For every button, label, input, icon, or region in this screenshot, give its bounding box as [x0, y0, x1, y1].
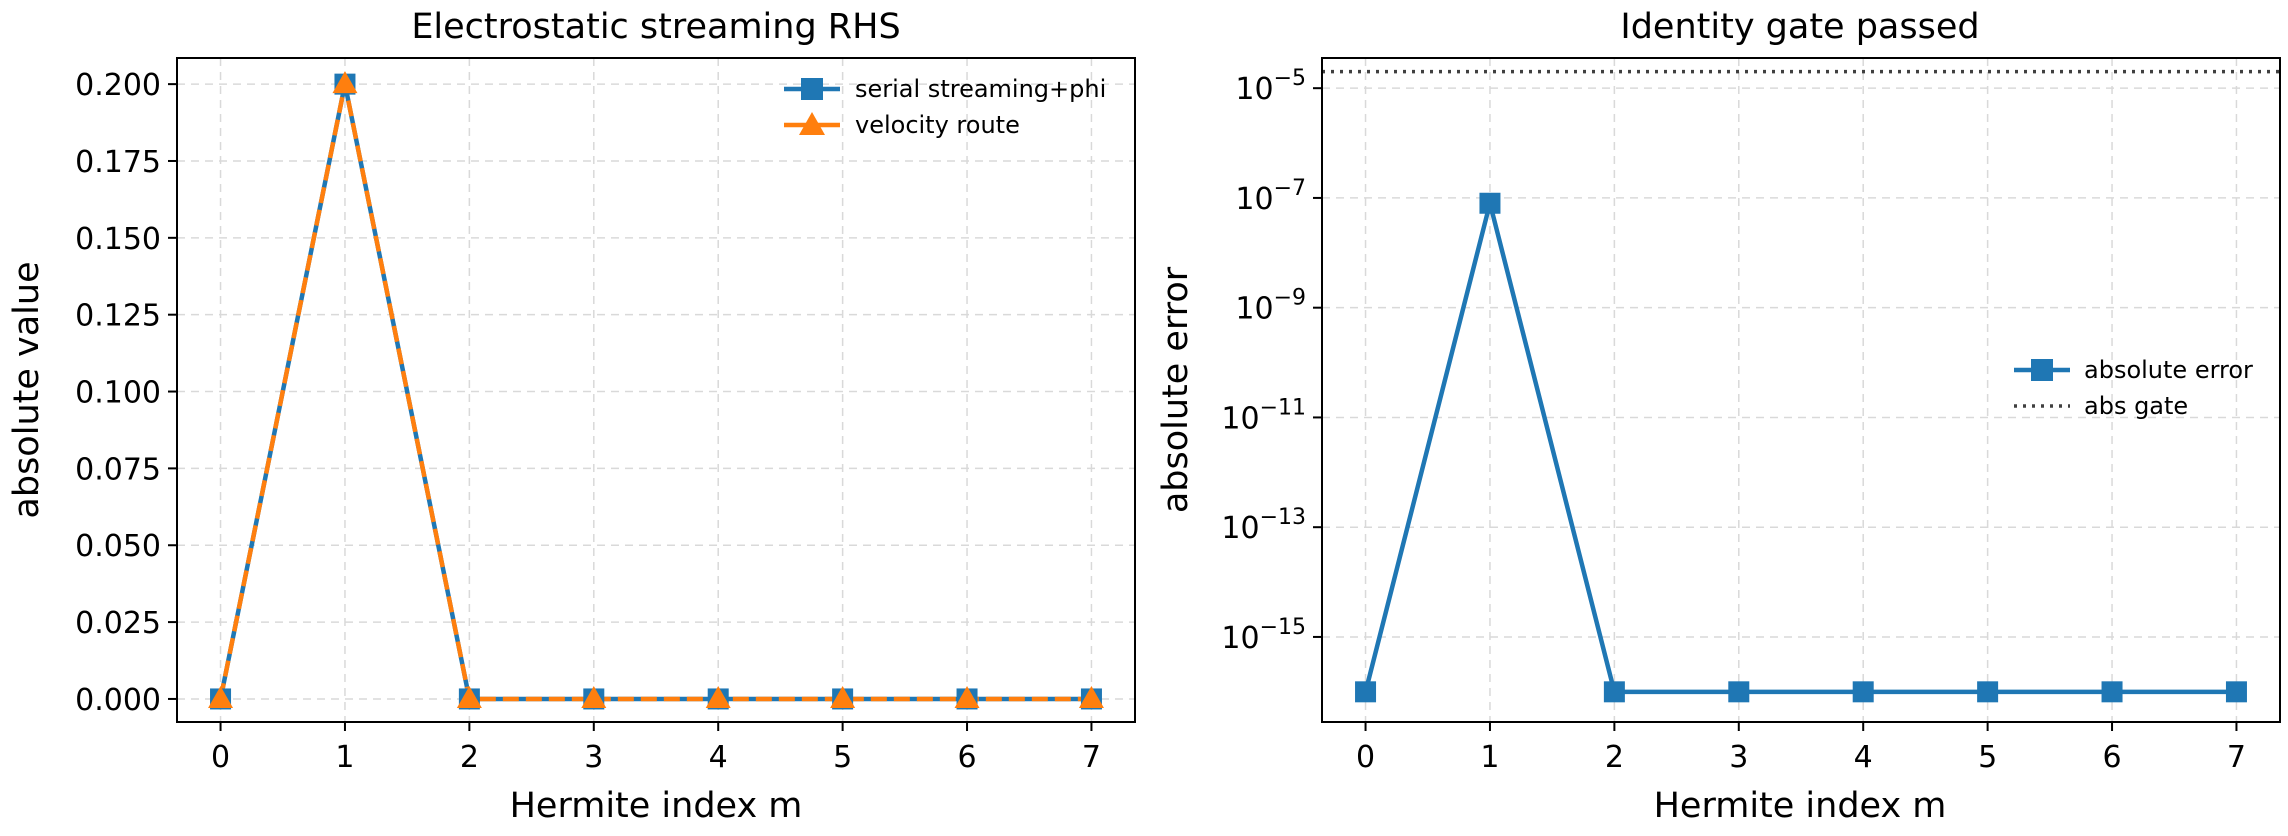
right-chart-x-label: Hermite index m	[1654, 786, 1947, 826]
legend-marker-absolute-error	[2031, 359, 2053, 381]
data-point	[581, 685, 607, 708]
x-tick-label: 3	[1729, 740, 1748, 775]
left-chart-legend: serial streaming+phi velocity route	[784, 75, 1106, 139]
legend-label-abs-gate: abs gate	[2084, 392, 2188, 420]
x-tick-label: 6	[957, 740, 976, 775]
legend-label-velocity-route: velocity route	[855, 111, 1020, 139]
y-tick-label: 10−7	[1235, 176, 1306, 217]
x-tick-label: 5	[833, 740, 852, 775]
x-tick-label: 0	[211, 740, 230, 775]
right-chart-title: Identity gate passed	[1620, 7, 1979, 47]
right-chart-frame	[1321, 57, 2281, 723]
y-tick-label: 10−13	[1221, 505, 1306, 546]
x-tick-label: 2	[460, 740, 479, 775]
legend-marker-velocity-route	[799, 112, 825, 135]
y-tick-label: 0.125	[75, 299, 161, 334]
y-tick-label: 0.050	[75, 529, 161, 564]
legend-marker-serial-streaming-phi	[801, 78, 823, 100]
data-point	[1977, 681, 1999, 703]
left-chart-lines	[218, 81, 1092, 702]
right-chart-y-ticks: 10−5 10−7 10−9 10−11 10−13 10−15	[1221, 66, 1322, 656]
y-tick-label: 0.100	[75, 376, 161, 411]
data-point	[2101, 681, 2123, 703]
legend-label-serial-streaming-phi: serial streaming+phi	[855, 75, 1106, 103]
x-tick-label: 7	[2227, 740, 2246, 775]
x-tick-label: 7	[1082, 740, 1101, 775]
left-chart-markers	[208, 71, 1104, 710]
left-chart-grid	[177, 58, 1135, 722]
x-tick-label: 4	[709, 740, 728, 775]
left-chart-title: Electrostatic streaming RHS	[411, 7, 900, 47]
left-chart-x-ticks: 0 1 2 3 4 5 6 7	[211, 722, 1101, 775]
x-tick-label: 5	[1978, 740, 1997, 775]
x-tick-label: 1	[335, 740, 354, 775]
y-tick-label: 10−11	[1221, 395, 1306, 436]
right-chart-x-ticks: 0 1 2 3 4 5 6 7	[1356, 722, 2246, 775]
y-tick-label: 0.075	[75, 452, 161, 487]
data-point	[1852, 681, 1874, 703]
right-chart-markers	[1355, 192, 2247, 703]
data-point	[954, 685, 980, 708]
data-point	[1728, 681, 1750, 703]
data-point	[2225, 681, 2247, 703]
y-tick-label: 10−9	[1235, 286, 1306, 327]
y-tick-label: 10−15	[1221, 615, 1306, 656]
right-chart-grid	[1322, 58, 2280, 722]
y-tick-label: 0.200	[75, 68, 161, 103]
legend-label-absolute-error: absolute error	[2084, 356, 2253, 384]
data-point	[332, 71, 358, 94]
x-tick-label: 1	[1480, 740, 1499, 775]
right-chart-lines	[1322, 69, 2280, 695]
y-tick-label: 10−5	[1235, 66, 1306, 107]
x-tick-label: 4	[1854, 740, 1873, 775]
left-chart-x-label: Hermite index m	[510, 786, 803, 826]
y-tick-label: 0.000	[75, 683, 161, 718]
x-tick-label: 3	[584, 740, 603, 775]
data-point	[1479, 192, 1501, 214]
y-tick-label: 0.025	[75, 606, 161, 641]
y-tick-label: 0.150	[75, 222, 161, 257]
left-chart-frame	[176, 57, 1136, 723]
data-point	[1603, 681, 1625, 703]
data-point	[208, 685, 234, 708]
x-tick-label: 0	[1356, 740, 1375, 775]
right-chart-legend: absolute error abs gate	[2014, 356, 2253, 420]
right-chart: 0 1 2 3 4 5 6 7 10−5 10−7 10−9 10−11 10−13 10−15 Ide…	[1156, 7, 2281, 826]
series-line-0	[1363, 201, 2237, 695]
data-point	[830, 685, 856, 708]
x-tick-label: 2	[1605, 740, 1624, 775]
left-chart-y-label: absolute value	[7, 261, 47, 518]
series-line-1	[218, 81, 1092, 702]
left-chart-y-ticks: 0.000 0.025 0.050 0.075 0.100 0.125 0.150 0.175…	[75, 68, 177, 718]
y-tick-label: 0.175	[75, 145, 161, 180]
right-chart-y-label: absolute error	[1156, 266, 1196, 513]
data-point	[456, 685, 482, 708]
data-point	[1078, 685, 1104, 708]
x-tick-label: 6	[2102, 740, 2121, 775]
data-point	[1355, 681, 1377, 703]
data-point	[705, 685, 731, 708]
